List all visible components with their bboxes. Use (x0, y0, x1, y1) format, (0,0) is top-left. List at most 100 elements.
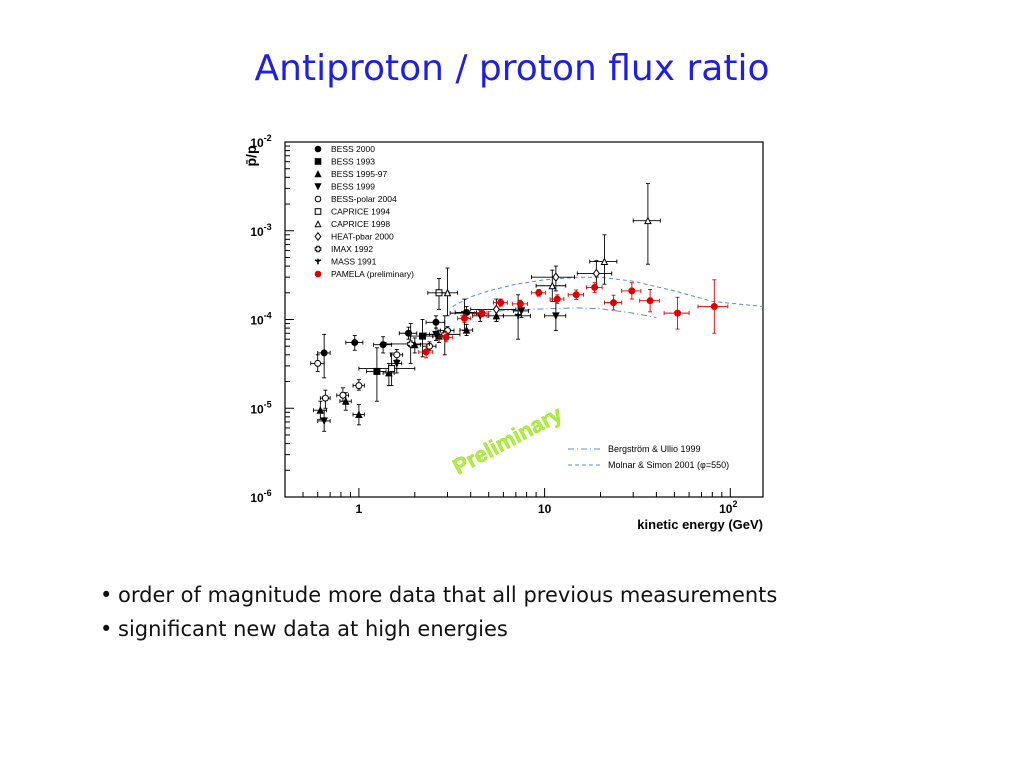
point-marker (442, 333, 450, 341)
data-point (317, 409, 331, 432)
data-point (352, 379, 365, 391)
data-point (425, 315, 446, 329)
point-marker (610, 299, 618, 307)
point-marker (535, 289, 543, 297)
point-marker (355, 382, 363, 390)
legend-marker (314, 158, 322, 165)
point-marker (320, 417, 328, 426)
point-marker (646, 297, 654, 305)
page-title: Antiproton / proton flux ratio (254, 48, 770, 89)
point-marker (548, 281, 557, 290)
legend-entry: IMAX 1992 (331, 244, 373, 254)
point-marker (321, 394, 329, 402)
model-legend-entry: Molnar & Simon 2001 (φ=550) (608, 460, 729, 470)
point-marker (379, 341, 387, 349)
legend-marker (314, 220, 322, 228)
data-point (385, 323, 430, 364)
data-point (531, 265, 576, 292)
data-point (697, 279, 729, 334)
point-marker (462, 325, 471, 334)
y-tick-label: 10-5 (250, 399, 271, 416)
data-point (549, 294, 565, 304)
legend-entry: HEAT-pbar 2000 (331, 232, 394, 242)
point-marker (552, 272, 560, 282)
data-point (567, 289, 584, 300)
legend-entry: PAMELA (preliminary) (331, 269, 414, 279)
data-point (603, 294, 623, 311)
legend-marker (314, 183, 322, 191)
point-marker (320, 349, 328, 357)
legend-marker (314, 208, 322, 215)
legend-entry: BESS 1995-97 (331, 169, 388, 179)
point-marker (393, 351, 401, 359)
bullet-item: • order of magnitude more data that all p… (100, 583, 778, 607)
data-point (345, 335, 364, 351)
legend-entry: BESS 1993 (331, 157, 375, 167)
y-tick-label: 10-3 (250, 222, 271, 239)
point-marker (316, 406, 325, 414)
y-axis-label: p̄/p (243, 146, 259, 167)
point-marker (443, 288, 452, 297)
point-marker (422, 348, 430, 356)
data-point (310, 354, 325, 372)
data-point (589, 234, 618, 285)
data-point (336, 387, 350, 402)
data-point (511, 299, 529, 308)
point-marker (351, 339, 359, 347)
point-marker (710, 303, 718, 311)
data-point (531, 289, 546, 297)
model-curve (452, 276, 764, 307)
data-point (418, 345, 434, 359)
data-point (352, 404, 365, 426)
legend-marker (314, 245, 322, 253)
data-point (492, 298, 508, 307)
point-marker (478, 309, 486, 317)
bullet-text: significant new data at high energies (118, 617, 508, 641)
point-marker (314, 359, 322, 367)
data-point (358, 352, 416, 387)
point-marker (674, 309, 682, 317)
data-point (373, 336, 393, 354)
data-point (435, 267, 459, 317)
point-marker (572, 291, 580, 299)
point-marker (591, 283, 599, 291)
data-point (621, 282, 642, 300)
legend-marker (314, 258, 322, 265)
y-tick-label: 10-4 (250, 311, 271, 328)
legend-entry: BESS 2000 (331, 144, 375, 154)
legend-entry: BESS-polar 2004 (331, 194, 397, 204)
legend-entry: BESS 1999 (331, 182, 375, 192)
legend-marker (314, 195, 322, 203)
point-marker (644, 216, 652, 225)
legend-entry: MASS 1991 (331, 257, 377, 267)
legend-marker (314, 231, 322, 242)
data-point (317, 333, 331, 379)
point-marker (552, 312, 560, 320)
data-point (632, 183, 661, 265)
legend-entry: CAPRICE 1994 (331, 207, 390, 217)
data-point (319, 389, 331, 409)
legend-marker (314, 170, 322, 178)
x-tick-label: 102 (719, 499, 737, 516)
preliminary-watermark: Preliminary (449, 401, 567, 480)
point-marker (407, 340, 415, 348)
data-point (585, 282, 603, 293)
point-marker (373, 367, 381, 375)
legend-entry: CAPRICE 1998 (331, 219, 390, 229)
point-marker (392, 359, 401, 368)
point-marker (432, 318, 440, 326)
point-marker (600, 257, 609, 266)
bullet-item: • significant new data at high energies (100, 617, 508, 641)
point-marker (497, 299, 505, 307)
data-point (544, 300, 567, 332)
y-tick-label: 10-6 (250, 488, 271, 505)
point-marker (517, 307, 526, 316)
x-tick-label: 1 (356, 502, 363, 516)
x-axis-label: kinetic energy (GeV) (637, 517, 763, 532)
point-marker (628, 287, 636, 295)
point-marker (492, 304, 501, 315)
bullet-list: • order of magnitude more data that all p… (100, 578, 777, 646)
data-point (398, 326, 418, 340)
point-marker (385, 368, 393, 377)
point-marker (355, 410, 363, 419)
